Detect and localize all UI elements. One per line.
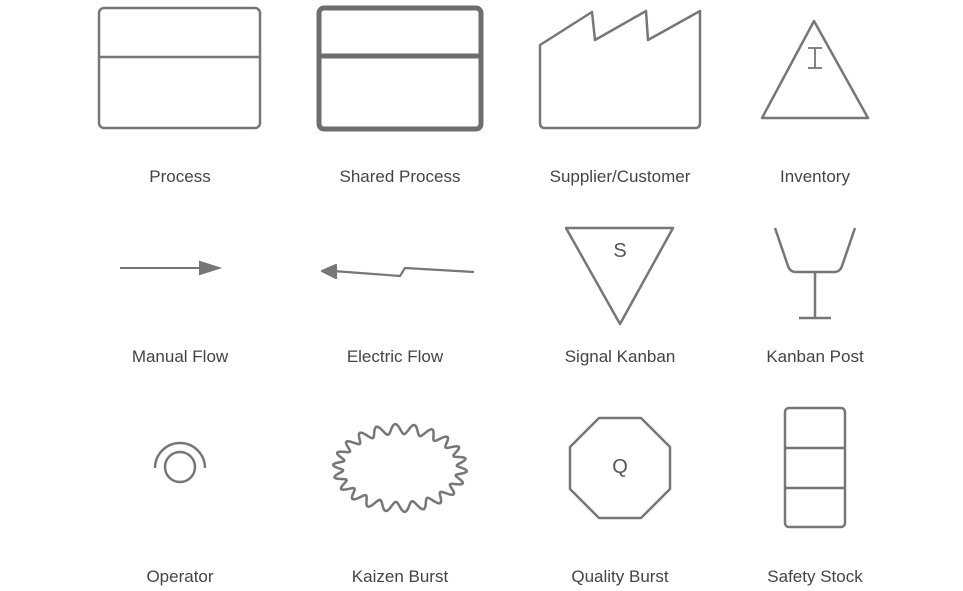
label-kaizen-burst: Kaizen Burst	[351, 567, 449, 586]
kanban-post-icon	[773, 227, 857, 320]
shared-process-icon	[316, 5, 484, 132]
octagon-icon	[568, 416, 672, 520]
factory-icon	[538, 9, 702, 130]
label-kanban-post: Kanban Post	[766, 347, 864, 366]
kaizen-burst-icon	[331, 422, 469, 514]
label-manual-flow: Manual Flow	[131, 347, 229, 366]
quality-burst-glyph: Q	[612, 456, 628, 478]
label-inventory: Inventory	[780, 167, 850, 186]
process-icon	[97, 6, 262, 130]
inventory-triangle-icon	[760, 19, 870, 120]
arrow-right-icon	[120, 260, 223, 276]
operator-icon	[153, 441, 207, 484]
label-quality-burst: Quality Burst	[571, 567, 669, 586]
label-signal-kanban: Signal Kanban	[564, 347, 676, 366]
signal-kanban-icon	[564, 226, 675, 326]
label-operator: Operator	[146, 567, 214, 586]
label-process: Process	[149, 167, 211, 186]
lightning-arrow-icon	[320, 263, 475, 280]
signal-kanban-glyph: S	[613, 240, 626, 262]
label-shared-process: Shared Process	[339, 167, 461, 186]
label-electric-flow: Electric Flow	[346, 347, 444, 366]
label-supplier-customer: Supplier/Customer	[549, 167, 691, 186]
label-safety-stock: Safety Stock	[767, 567, 863, 586]
safety-stock-icon	[783, 406, 847, 529]
